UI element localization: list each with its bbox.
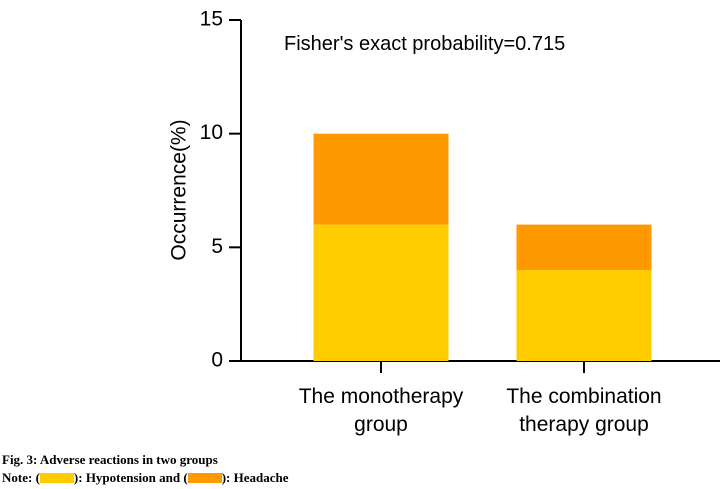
note-hypotension-label: ): Hypotension and ( (73, 470, 188, 485)
chart-annotation: Fisher's exact probability=0.715 (284, 33, 565, 55)
bar-headache-0 (313, 133, 449, 225)
note-prefix: Note: ( (2, 470, 40, 485)
figure-caption: Fig. 3: Adverse reactions in two groups (2, 452, 218, 468)
caption-title: Fig. 3: Adverse reactions in two groups (2, 452, 218, 467)
bar-hypotension-1 (516, 270, 652, 361)
x-category-label: The combination (506, 385, 661, 408)
y-tick-label: 0 (211, 349, 223, 372)
bar-headache-1 (516, 224, 652, 271)
y-axis-title: Occurrence(%) (168, 119, 191, 260)
stacked-bar-chart: 0 5 10 15 The monotherapy group The combinati… (168, 8, 720, 436)
x-category-label: group (354, 413, 408, 436)
y-tick-label: 10 (200, 121, 223, 144)
hypotension-swatch (39, 473, 74, 483)
x-category-label: therapy group (519, 413, 649, 436)
bar-hypotension-0 (313, 224, 449, 361)
y-tick-label: 15 (200, 8, 223, 31)
x-category-label: The monotherapy (299, 385, 464, 408)
note-headache-label: ): Headache (221, 470, 289, 485)
legend-note: Note: ( ): Hypotension and ( ): Headache (2, 470, 288, 486)
headache-swatch (187, 473, 222, 483)
y-tick-label: 5 (211, 235, 223, 258)
